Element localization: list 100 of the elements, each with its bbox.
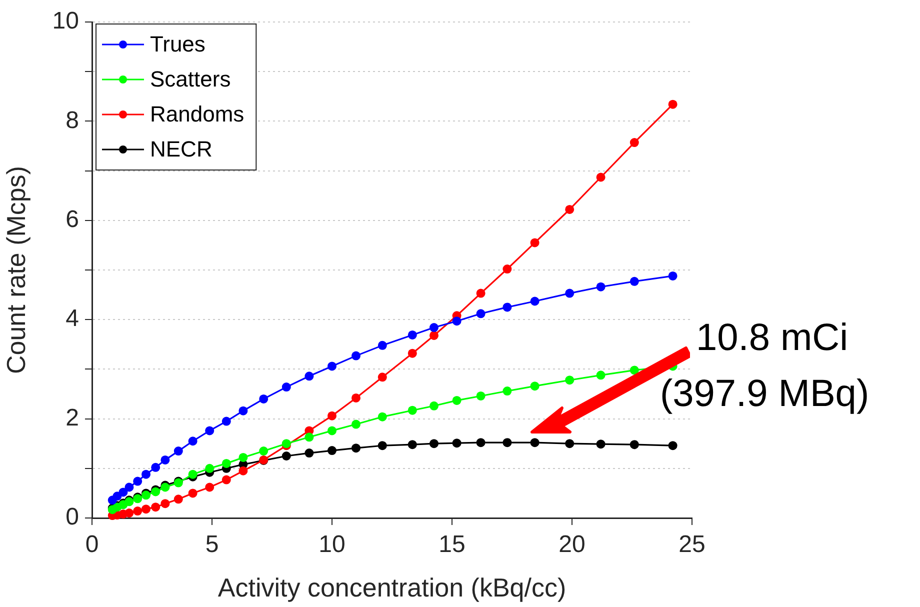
point (476, 309, 486, 318)
point (124, 508, 134, 518)
y-axis-title: Count rate (Mcps) (0, 166, 31, 374)
x-tick-label: 15 (438, 531, 466, 558)
point (630, 276, 639, 286)
point (142, 504, 150, 514)
point (124, 482, 134, 492)
point (259, 394, 268, 404)
point (133, 476, 142, 486)
point (668, 441, 678, 450)
point (596, 282, 606, 292)
point (596, 440, 606, 449)
point (205, 482, 214, 492)
y-tick-label: 4 (66, 305, 79, 332)
point (160, 455, 170, 464)
y-tick-label: 8 (66, 106, 79, 134)
point (408, 406, 417, 415)
point (238, 452, 248, 462)
point (205, 426, 214, 436)
legend-label: NECR (150, 136, 212, 162)
point (476, 391, 486, 400)
point (352, 393, 360, 402)
point (596, 370, 606, 380)
point (188, 470, 198, 479)
point (222, 416, 231, 426)
point (430, 323, 438, 332)
point (565, 376, 574, 385)
point (378, 412, 387, 422)
point (304, 372, 314, 381)
point (452, 396, 462, 405)
point (151, 462, 160, 472)
point (238, 406, 248, 416)
point (174, 446, 183, 456)
x-tick-label: 20 (558, 531, 586, 558)
point (160, 499, 170, 508)
point (282, 382, 291, 392)
point (304, 432, 314, 442)
point (282, 452, 291, 460)
point (530, 296, 540, 306)
point (530, 238, 540, 248)
point (408, 440, 417, 450)
point (408, 348, 417, 358)
legend-label: Scatters (150, 66, 231, 92)
annotation: 10.8 mCi (397.9 MBq) (660, 317, 870, 415)
point (430, 401, 438, 410)
point (328, 426, 336, 436)
point (630, 138, 639, 148)
point (378, 372, 387, 382)
point (188, 488, 198, 498)
point (452, 316, 462, 326)
point (476, 288, 486, 298)
legend-label: Trues (150, 32, 206, 57)
y-tick-label: 10 (52, 8, 79, 35)
point (408, 330, 417, 340)
point (565, 439, 574, 448)
point (530, 382, 540, 391)
point (668, 271, 678, 280)
point (668, 100, 678, 109)
point (133, 506, 142, 516)
point (565, 204, 574, 214)
x-tick-label: 10 (318, 531, 346, 558)
x-tick-label: 0 (85, 531, 99, 558)
point (328, 446, 336, 456)
legend-label: Randoms (150, 102, 244, 127)
point (452, 438, 462, 448)
point (205, 464, 214, 473)
point (142, 470, 150, 479)
point (352, 420, 360, 429)
point (259, 446, 268, 456)
point (174, 494, 183, 504)
point (565, 288, 574, 298)
point (222, 458, 231, 468)
point (502, 302, 512, 312)
point (304, 448, 314, 458)
point (238, 466, 248, 476)
point (430, 439, 438, 448)
point (378, 441, 387, 450)
y-tick-label: 0 (66, 504, 79, 531)
point (352, 444, 360, 453)
point (476, 438, 486, 448)
point (328, 362, 336, 371)
x-axis-title: Activity concentration (kBq/cc) (218, 572, 566, 603)
point (352, 351, 360, 360)
point (151, 502, 160, 512)
point (502, 386, 512, 396)
point (596, 172, 606, 182)
point (630, 366, 639, 375)
point (118, 488, 128, 497)
point (530, 438, 540, 448)
point (378, 340, 387, 350)
point (222, 475, 231, 484)
y-tick-label: 2 (66, 404, 79, 432)
point (502, 438, 512, 448)
point (630, 440, 639, 450)
point (328, 411, 336, 420)
point (188, 436, 198, 446)
y-tick-label: 6 (66, 206, 79, 234)
point (430, 330, 438, 340)
x-tick-label: 25 (678, 531, 706, 558)
x-tick-label: 5 (205, 531, 219, 558)
